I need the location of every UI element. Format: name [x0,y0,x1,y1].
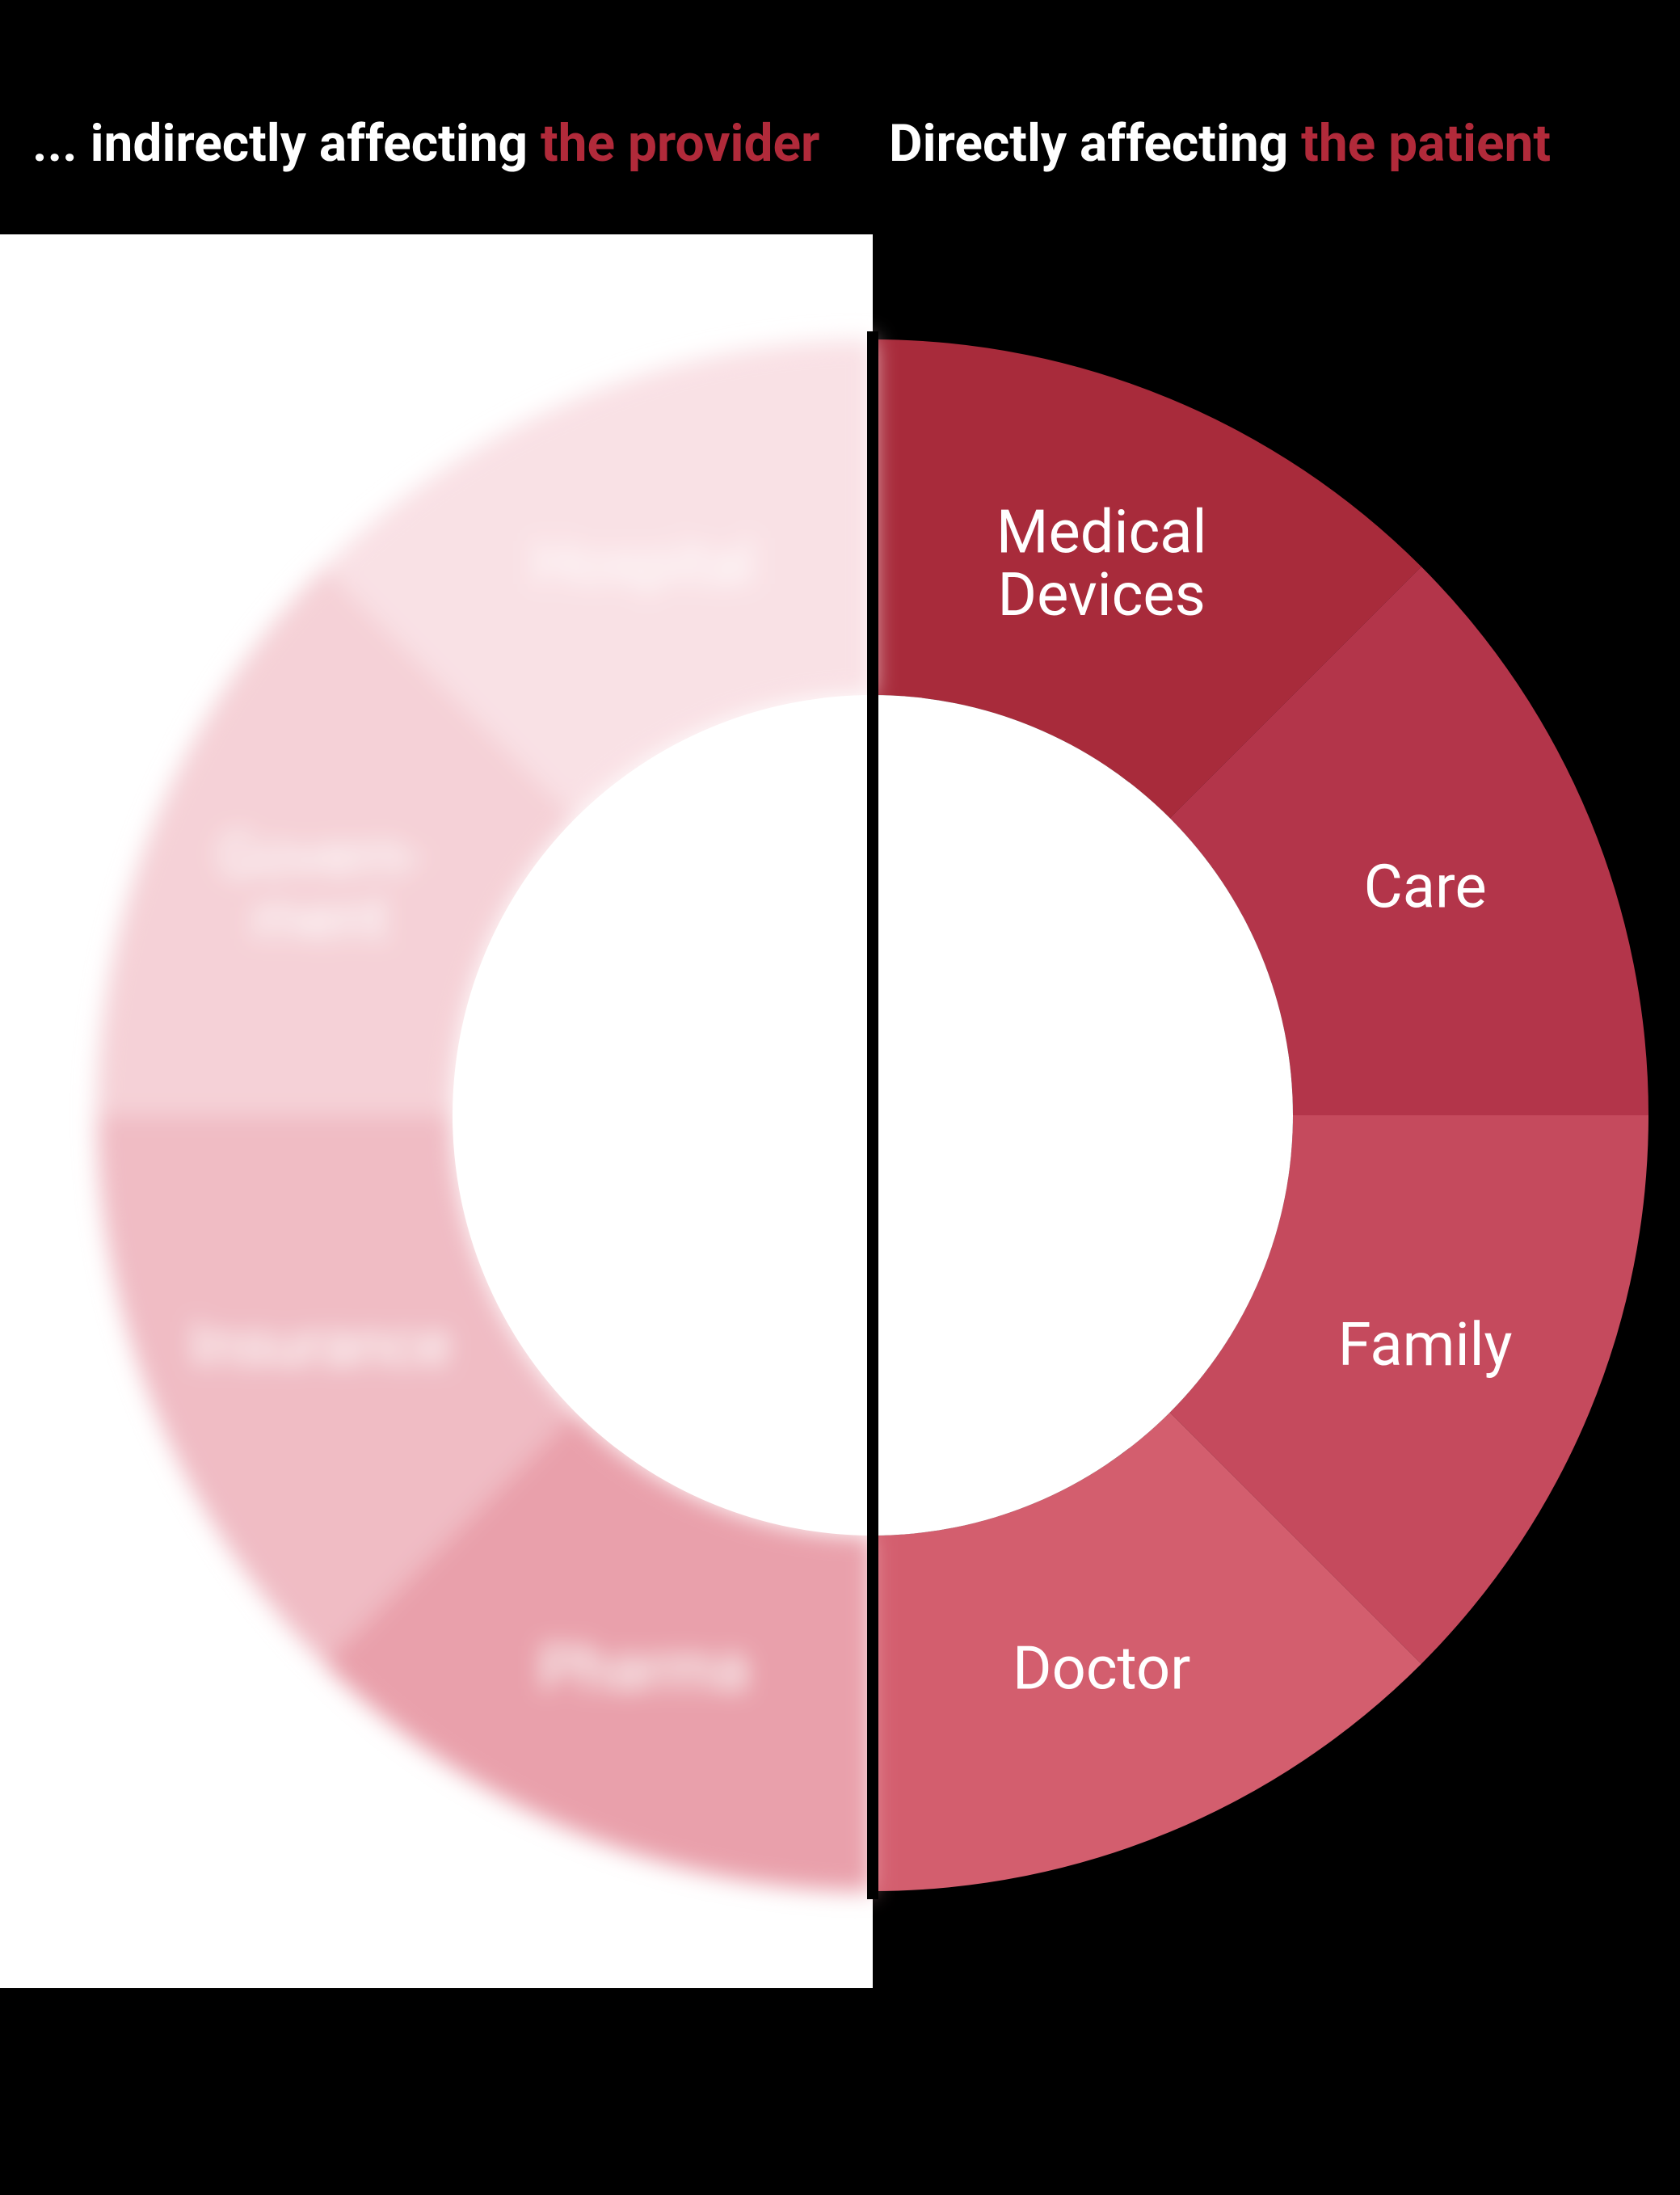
segment-label-4: Pharma [540,1634,748,1704]
heading-left-plain: ... indirectly affecting [32,113,541,174]
segment-label-7: Hospital [533,529,755,599]
segment-label-5: Insurance [190,1310,451,1380]
heading-right-plain: Directly affecting [889,113,1301,174]
segment-label-1: Care [1364,853,1487,923]
donut-chart: MedicalDevices Care Family Doctor Pharma Insu… [0,0,1680,2195]
segment-label-3: Doctor [1013,1634,1190,1704]
stage: MedicalDevices Care Family Doctor Pharma Insu… [0,0,1680,2195]
segment-label-0: MedicalDevices [996,497,1207,630]
segment-label-2: Family [1338,1310,1513,1380]
heading-right-accent: the patient [1301,113,1551,174]
heading-left: ... indirectly affecting the provider [32,113,819,174]
heading-left-accent: the provider [541,113,819,174]
heading-right: Directly affecting the patient [889,113,1551,174]
